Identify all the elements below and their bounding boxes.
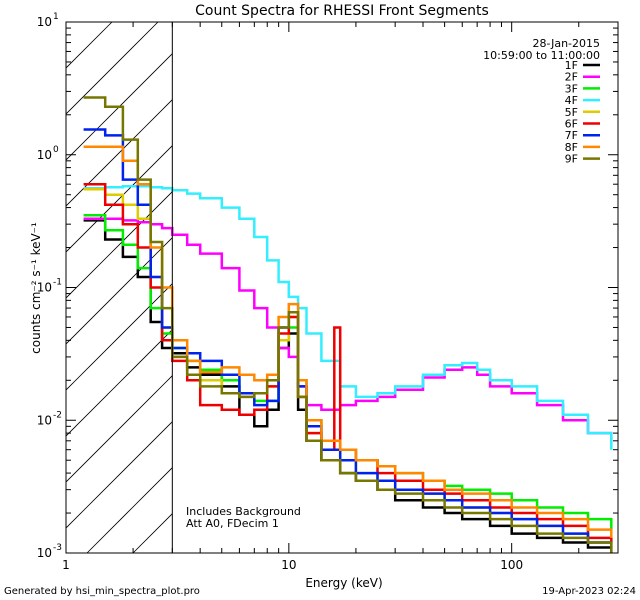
y-tick-exponent: -1 [53, 278, 62, 288]
y-tick-label: 10 [37, 546, 52, 560]
x-tick-label: 1 [62, 558, 70, 572]
series-line-8F [83, 145, 613, 538]
series-line-6F [83, 182, 613, 543]
legend-label-9F: 9F [565, 153, 578, 166]
footer-timestamp: 19-Apr-2023 02:24 [542, 586, 636, 597]
series-line-9F [83, 96, 613, 553]
legend-label-2F: 2F [565, 71, 578, 84]
x-tick-label: 100 [500, 558, 523, 572]
legend-label-6F: 6F [565, 118, 578, 131]
hatch-line [66, 22, 159, 115]
date-label: 28-Jan-2015 [533, 37, 601, 50]
hatch-line [66, 375, 173, 483]
background-hatched-region [66, 22, 640, 553]
y-axis-label: counts cm⁻² s⁻¹ keV⁻¹ [29, 222, 43, 354]
hatch-line [66, 237, 173, 345]
hatch-line [66, 421, 173, 529]
hatch-line [271, 22, 640, 553]
y-tick-label: 10 [37, 281, 52, 295]
hatch-line [547, 22, 640, 553]
legend-label-8F: 8F [565, 141, 578, 154]
y-tick-exponent: -2 [53, 410, 62, 420]
y-tick-label: 10 [37, 148, 52, 162]
hatch-line [66, 22, 113, 69]
y-tick-exponent: -3 [53, 543, 62, 553]
x-tick-labels: 1 10 100 [62, 558, 523, 572]
series-line-1F [83, 219, 613, 553]
y-tick-exponent: 1 [53, 12, 59, 22]
legend-label-1F: 1F [565, 59, 578, 72]
legend-label-5F: 5F [565, 106, 578, 119]
y-tick-exponent: 0 [53, 145, 59, 155]
hatch-line [66, 191, 173, 299]
chart-title: Count Spectra for RHESSI Front Segments [195, 3, 489, 19]
hatch-line [409, 22, 640, 553]
annotation-attenuator: Att A0, FDecim 1 [186, 517, 279, 530]
series-group [83, 96, 613, 553]
footer-generated-by: Generated by hsi_min_spectra_plot.pro [4, 586, 200, 597]
y-tick-label: 10 [37, 413, 52, 427]
axis-ticks [65, 21, 619, 554]
legend-label-7F: 7F [565, 129, 578, 142]
x-axis-label: Energy (keV) [305, 576, 382, 590]
time-range-label: 10:59:00 to 11:00:00 [483, 49, 600, 62]
annotation-background: Includes Background [186, 505, 301, 518]
hatch-line [66, 99, 173, 207]
hatch-line [66, 53, 173, 161]
y-tick-label: 10 [37, 15, 52, 29]
legend-label-4F: 4F [565, 94, 578, 107]
legend-label-3F: 3F [565, 82, 578, 95]
x-tick-label: 10 [281, 558, 296, 572]
